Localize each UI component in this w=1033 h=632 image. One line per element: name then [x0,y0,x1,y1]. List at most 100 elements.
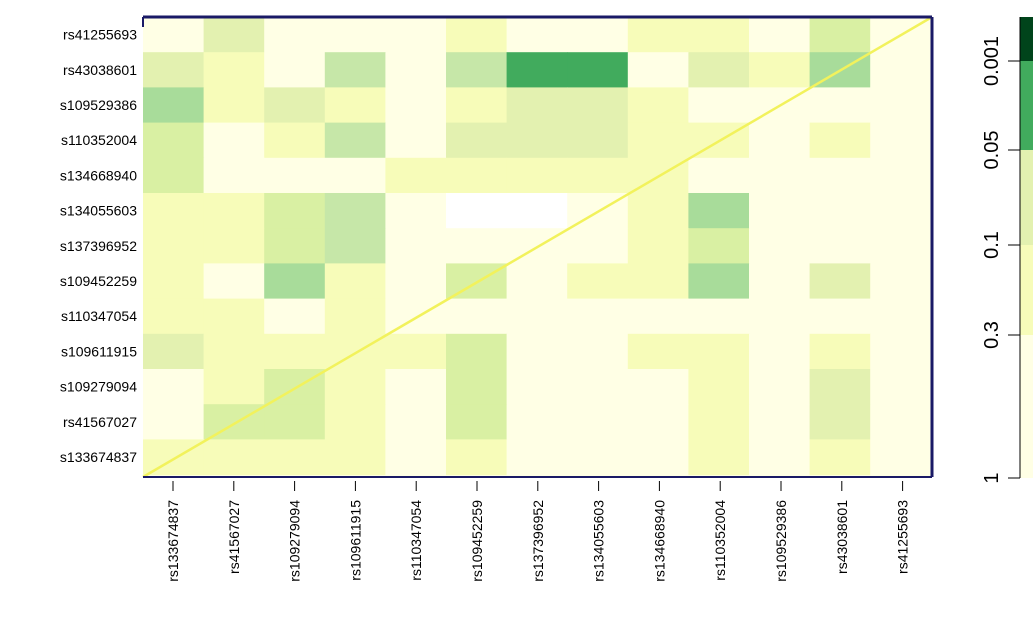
heatmap-cell [385,333,447,370]
heatmap-cell [264,298,326,335]
heatmap-cell [809,333,871,370]
heatmap-cell [143,193,205,229]
heatmap-cell [264,404,326,440]
x-tick-label: rs133674837 [165,500,181,582]
heatmap-cell [446,439,508,476]
heatmap-cell [749,52,811,88]
heatmap-cell [446,369,508,405]
heatmap-cell [506,52,568,88]
heatmap-cell [446,404,508,440]
heatmap-cell [324,333,386,370]
heatmap-cell [264,193,326,229]
heatmap-cell [385,122,447,159]
heatmap-cell [627,193,689,229]
heatmap-cell [749,157,811,194]
heatmap-cell [203,263,265,300]
heatmap-cell [870,298,932,335]
heatmap-cell [324,228,386,264]
heatmap-cell [264,228,326,264]
heatmap-cell [688,369,750,405]
heatmap-cell [385,193,447,229]
heatmap-cell [870,122,932,159]
heatmap-cell [446,52,508,88]
x-tick-label: rs41255693 [895,500,911,574]
heatmap-cell [385,263,447,300]
heatmap-cell [870,157,932,194]
heatmap-cell [385,157,447,194]
heatmap-cell [567,439,629,476]
heatmap-cell [203,157,265,194]
heatmap-cell [749,122,811,159]
heatmap-cell [143,404,205,440]
heatmap-cell [688,404,750,440]
heatmap-cell [324,298,386,335]
heatmap-cell [688,333,750,370]
y-tick-label: rs43038601 [63,62,137,78]
y-tick-label: rs41567027 [63,414,137,430]
heatmap-cell [324,87,386,124]
heatmap-cell [627,17,689,53]
heatmap-cell [870,193,932,229]
heatmap-cell [506,87,568,124]
x-tick-label: rs134668940 [651,500,667,582]
heatmap-cell [264,52,326,88]
colorbar-segment [1020,335,1033,478]
heatmap-cell [143,157,205,194]
heatmap-cell [688,228,750,264]
heatmap-cell [567,333,629,370]
heatmap-cell [627,439,689,476]
heatmap-cell [203,298,265,335]
y-tick-label: s137396952 [60,238,137,254]
heatmap-cell [809,228,871,264]
heatmap-cell [446,87,508,124]
heatmap-cell [264,263,326,300]
heatmap-cell [506,333,568,370]
heatmap-cell [203,52,265,88]
heatmap-cell [506,193,568,229]
x-tick-label: rs109452259 [469,500,485,582]
heatmap-cell [324,52,386,88]
x-tick-label: rs110352004 [712,500,728,581]
heatmap-cell [749,298,811,335]
heatmap-cell [506,298,568,335]
heatmap-cell [506,439,568,476]
heatmap-cell [143,122,205,159]
heatmap-cell [688,263,750,300]
heatmap-cell [446,193,508,229]
heatmap-cell [809,17,871,53]
colorbar-segment [1020,245,1033,335]
heatmap-cell [203,228,265,264]
heatmap-cell [324,17,386,53]
heatmap-cell [143,263,205,300]
heatmap-cell [627,122,689,159]
x-tick-label: rs43038601 [834,500,850,574]
colorbar-segment [1020,17,1033,61]
heatmap-cell [143,87,205,124]
heatmap-cell [203,369,265,405]
heatmap-cell [324,263,386,300]
heatmap-cell [809,157,871,194]
heatmap-cell [567,404,629,440]
heatmap-cell [506,369,568,405]
heatmap-cell [809,298,871,335]
heatmap-cell [870,404,932,440]
heatmap-cell [446,228,508,264]
heatmap-cell [264,17,326,53]
heatmap-cell [264,369,326,405]
y-tick-label: s134668940 [60,167,137,183]
heatmap-cell [203,404,265,440]
heatmap-cell [688,157,750,194]
heatmap-cell [688,87,750,124]
heatmap-cell [506,404,568,440]
heatmap-cell [870,263,932,300]
heatmap-cell [627,369,689,405]
heatmap-cell [688,193,750,229]
heatmap-cell [870,228,932,264]
heatmap-cell [446,298,508,335]
heatmap-cell [203,439,265,476]
heatmap-cell [446,157,508,194]
heatmap-cell [688,17,750,53]
x-tick-label: rs109529386 [773,500,789,582]
colorbar-segment [1020,150,1033,245]
heatmap-cell [143,298,205,335]
